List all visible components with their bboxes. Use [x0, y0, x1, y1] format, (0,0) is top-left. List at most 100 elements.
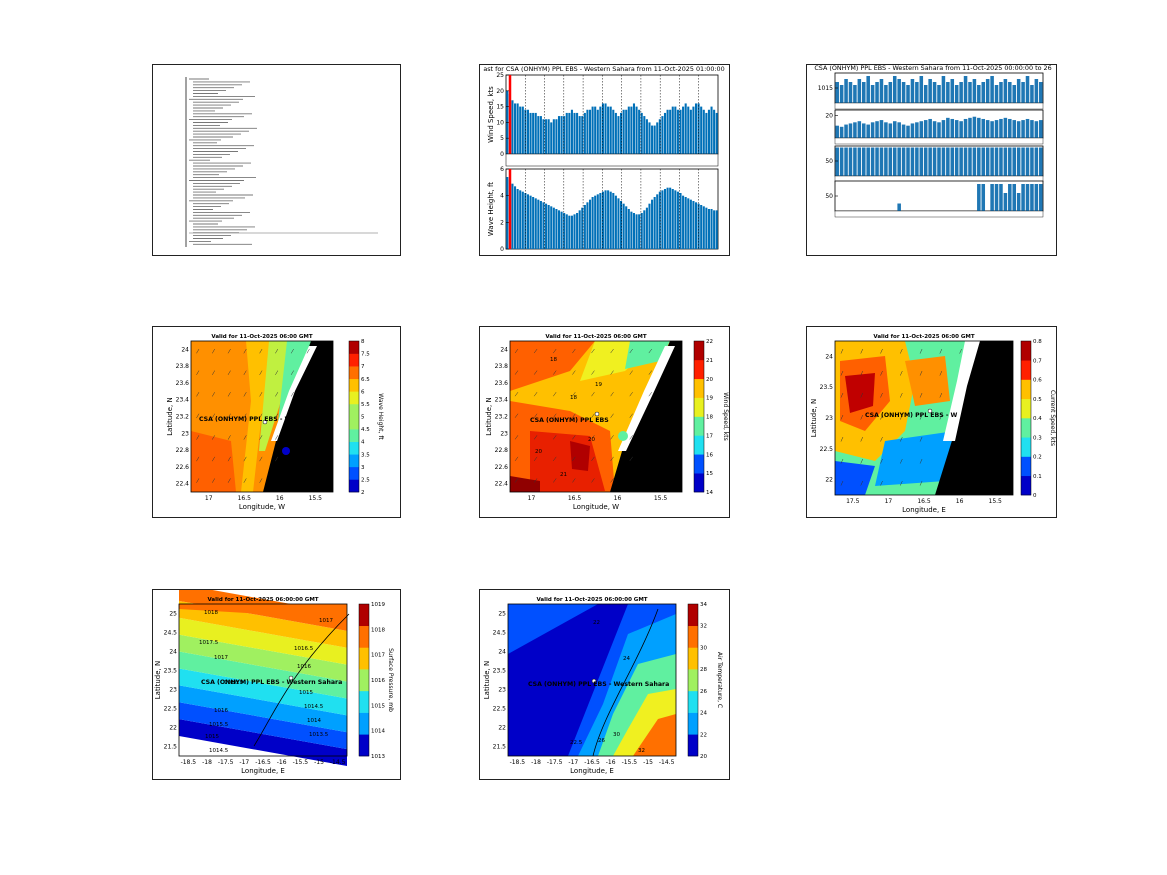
vector-arrow — [553, 413, 557, 418]
bar — [552, 119, 555, 154]
colorbar-tick-label: 1013 — [371, 754, 385, 760]
colorbar-tick-label: 26 — [700, 689, 707, 695]
y-tick-label: 22.8 — [176, 447, 190, 454]
bar — [627, 106, 630, 154]
x-tick-label: -18.5 — [510, 759, 526, 766]
vector-arrow — [196, 348, 200, 354]
bar — [888, 147, 893, 176]
bar — [702, 206, 705, 249]
y-axis-label: Latitude, N — [154, 661, 162, 700]
contour-label: 26 — [598, 738, 605, 744]
bar — [901, 82, 906, 103]
contour-label: 20 — [535, 449, 542, 455]
vector-arrow — [212, 392, 215, 397]
bar — [1008, 147, 1012, 176]
bar — [700, 205, 703, 249]
contour-band — [570, 441, 590, 471]
vector-arrow — [900, 348, 903, 354]
colorbar-tick-label: 20 — [706, 377, 713, 383]
contour-label: 1014.5 — [209, 748, 229, 754]
bar — [1021, 184, 1025, 211]
bar — [661, 116, 664, 154]
colorbar-swatch — [694, 341, 704, 361]
bar — [545, 203, 548, 249]
vector-arrow — [196, 392, 200, 397]
colorbar-label: Wave Height, ft — [377, 393, 384, 440]
bar — [622, 203, 625, 249]
x-tick-label: -14.5 — [659, 759, 675, 766]
bar — [981, 118, 986, 138]
vector-arrow — [880, 436, 883, 442]
y-tick-label: 6 — [500, 166, 504, 173]
contour-label: 18 — [550, 357, 557, 363]
contour-band — [179, 719, 347, 766]
vector-arrow — [290, 392, 294, 397]
bar — [671, 189, 674, 249]
bar — [963, 118, 968, 138]
vector-arrow — [227, 456, 231, 462]
y-axis-label: Latitude, N — [166, 397, 174, 436]
vector-arrow — [610, 348, 614, 354]
colorbar-swatch — [349, 466, 359, 480]
bar — [968, 82, 972, 103]
coast-strip — [618, 346, 675, 451]
bar — [1012, 120, 1017, 138]
bar — [888, 123, 893, 138]
y-axis-label: Latitude, N — [810, 399, 818, 438]
bar — [612, 109, 615, 154]
bar — [861, 123, 866, 138]
x-axis-label: Longitude, W — [573, 503, 619, 511]
y-tick-label: 10 — [496, 119, 504, 126]
bar — [866, 76, 870, 103]
vector-arrow — [840, 392, 844, 398]
bar — [666, 187, 669, 249]
colorbar-tick-label: 0.4 — [1033, 416, 1042, 422]
y-tick-label: 24.5 — [164, 630, 178, 637]
contour-band — [835, 461, 875, 495]
bar — [901, 124, 906, 138]
colorbar-swatch — [688, 690, 698, 713]
colorbar-tick-label: 0.8 — [1033, 339, 1042, 345]
bar — [1021, 82, 1025, 103]
vector-arrow — [227, 348, 231, 354]
y-tick-label: 20 — [825, 113, 833, 120]
contour-label: 1016.5 — [224, 680, 244, 686]
bar — [612, 193, 615, 249]
colorbar-swatch — [1021, 456, 1031, 477]
vector-arrow — [880, 458, 883, 464]
x-axis-label: Longitude, E — [241, 767, 285, 775]
bar — [1012, 184, 1017, 211]
y-tick-label: 24 — [825, 353, 833, 360]
bar — [906, 125, 910, 138]
bar — [977, 184, 981, 211]
bar — [601, 191, 604, 249]
vector-arrow — [919, 480, 923, 486]
bar — [937, 122, 941, 138]
y-tick-label: 23.2 — [176, 414, 190, 421]
contour-band — [179, 668, 347, 716]
colorbar-swatch — [1021, 341, 1031, 361]
contour-label: 20 — [588, 437, 595, 443]
vector-arrow — [259, 413, 263, 419]
vector-arrow — [939, 392, 943, 398]
bar — [910, 79, 915, 103]
vector-arrow — [514, 478, 519, 483]
colorbar-frame — [358, 603, 370, 757]
y-axis-label: Wind Speed, kts — [487, 86, 495, 143]
bar — [1003, 147, 1008, 176]
colorbar-swatch — [349, 429, 359, 442]
bar — [599, 193, 602, 249]
contour-label: 24 — [623, 656, 630, 662]
y-tick-label: 23.8 — [176, 363, 190, 370]
vector-arrow — [900, 458, 903, 464]
bar — [586, 202, 589, 249]
bar — [853, 147, 857, 176]
vector-arrow — [840, 414, 844, 420]
y-tick-label: 22.6 — [176, 464, 190, 471]
bar — [910, 147, 915, 176]
bar — [1008, 184, 1012, 211]
bar — [583, 112, 586, 154]
colorbar-tick-label: 5.5 — [361, 402, 370, 408]
vector-arrow — [572, 391, 576, 397]
bar — [617, 198, 620, 249]
